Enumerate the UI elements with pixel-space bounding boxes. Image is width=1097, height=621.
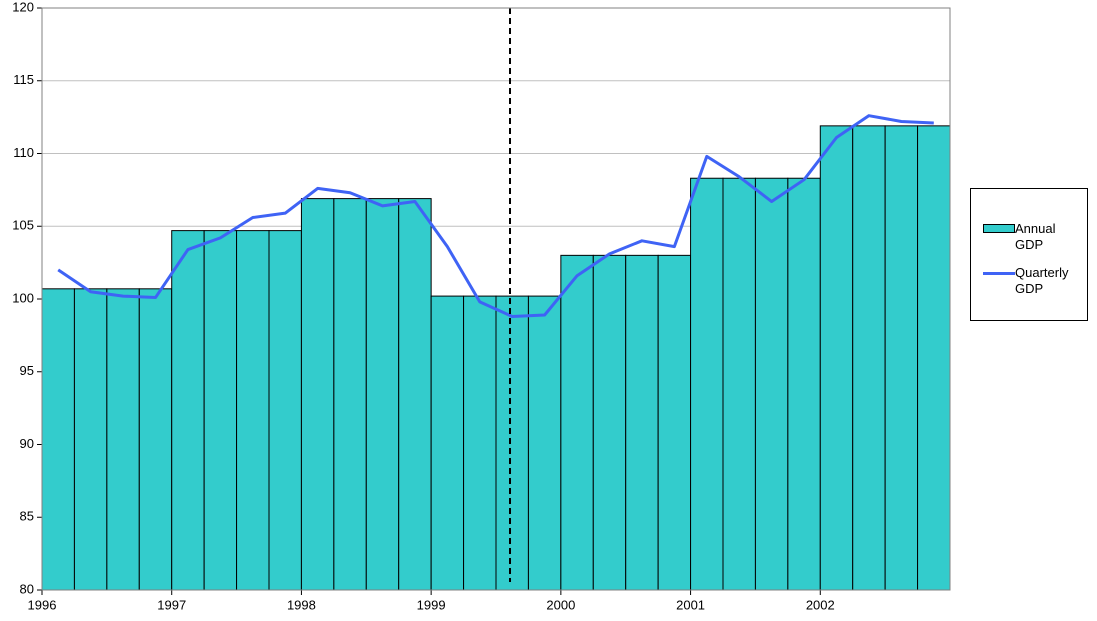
bar xyxy=(592,254,627,591)
bar xyxy=(73,288,108,591)
line xyxy=(57,114,934,318)
legend-swatch xyxy=(983,224,1015,233)
bar xyxy=(722,177,756,591)
y-tick-label: 100 xyxy=(12,290,34,305)
y-tick-label: 105 xyxy=(12,218,34,233)
bar xyxy=(690,177,724,591)
bar xyxy=(754,177,789,591)
x-tick-label: 2000 xyxy=(546,597,575,612)
bar xyxy=(41,288,75,591)
legend-label: Quarterly GDP xyxy=(1015,265,1069,296)
bar xyxy=(787,177,821,591)
legend: Annual GDP Quarterly GDP xyxy=(970,188,1088,321)
bar xyxy=(203,230,238,591)
bar xyxy=(236,230,270,591)
y-tick-label: 115 xyxy=(13,72,34,87)
bar xyxy=(463,295,497,591)
legend-label: Annual GDP xyxy=(1015,221,1056,252)
x-tick-label: 1999 xyxy=(417,597,446,612)
legend-swatch xyxy=(983,272,1015,275)
bar xyxy=(495,295,529,591)
bar xyxy=(625,254,659,591)
bar xyxy=(884,125,919,591)
y-tick-label: 90 xyxy=(20,436,34,451)
bar xyxy=(819,125,854,591)
y-tick-label: 95 xyxy=(20,363,34,378)
y-tick-label: 110 xyxy=(13,145,34,160)
legend-item: Annual GDP xyxy=(983,221,1083,253)
x-tick-label: 2001 xyxy=(676,597,705,612)
bar xyxy=(171,230,205,591)
bar xyxy=(138,288,173,591)
plot-border xyxy=(41,7,951,591)
x-tick-label: 1998 xyxy=(287,597,316,612)
bar xyxy=(527,295,562,591)
bar xyxy=(560,254,594,591)
y-tick-label: 80 xyxy=(20,581,34,596)
bar xyxy=(852,125,886,591)
bar xyxy=(365,198,400,591)
bar xyxy=(398,198,432,591)
y-tick-label: 85 xyxy=(20,509,34,524)
bar xyxy=(657,254,692,591)
bar xyxy=(268,230,302,591)
bar xyxy=(430,295,465,591)
x-tick-label: 2002 xyxy=(806,597,835,612)
bar xyxy=(333,198,367,591)
bar xyxy=(300,198,335,591)
bar xyxy=(106,288,140,591)
x-tick-label: 1996 xyxy=(28,597,57,612)
x-tick-label: 1997 xyxy=(157,597,186,612)
y-tick-label: 120 xyxy=(12,0,34,14)
bar xyxy=(917,125,951,591)
legend-item: Quarterly GDP xyxy=(983,265,1083,297)
